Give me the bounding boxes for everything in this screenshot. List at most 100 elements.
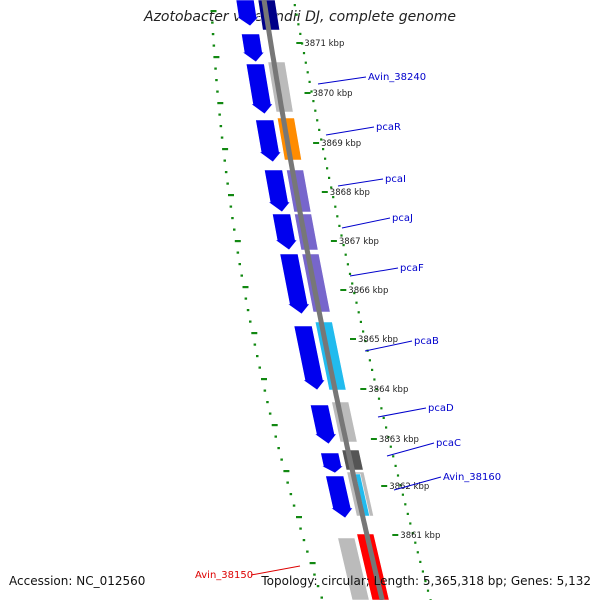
outer-tick-mark <box>256 355 259 358</box>
gene-leader-line <box>325 126 375 136</box>
inner-tick-mark <box>409 522 412 525</box>
cds-arrow <box>272 213 298 251</box>
outer-tick-mark <box>271 424 278 427</box>
inner-tick-mark <box>310 90 313 93</box>
outer-tick-mark <box>211 33 215 36</box>
inner-tick-mark <box>414 541 417 544</box>
inner-tick-mark <box>353 292 356 295</box>
gene-labels: Avin_38240 pcaR pcaI pcaJ pcaF pcaB pcaD pcaC Av… <box>195 72 501 581</box>
gene-label: Avin_38150 <box>195 570 253 581</box>
outer-tick-mark <box>292 504 296 507</box>
outer-tick-mark <box>296 516 302 519</box>
outer-tick-mark <box>238 263 241 266</box>
gene-leader-line <box>393 476 442 491</box>
inner-tick-ring <box>293 4 432 600</box>
inner-tick-mark <box>382 416 385 419</box>
outer-tick-mark <box>234 240 241 243</box>
outer-tick-mark <box>219 125 223 128</box>
backbone-ring <box>261 0 385 600</box>
gene-label: pcaD <box>428 403 454 414</box>
inner-tick-mark <box>377 397 381 400</box>
gene-leader-line <box>341 217 391 229</box>
genome-summary-text: Topology: circular; Length: 5,365,318 bp… <box>261 574 591 588</box>
cds-arrow <box>279 253 311 315</box>
genome-title: Azotobacter vinelandii DJ, complete geno… <box>144 9 456 25</box>
outer-tick-mark <box>274 435 277 438</box>
outer-tick-mark <box>224 171 228 174</box>
inner-tick-mark <box>396 474 400 477</box>
outer-tick-mark <box>223 159 226 162</box>
inner-tick-mark <box>355 301 358 304</box>
inner-tick-mark <box>330 186 333 189</box>
inner-tick-mark <box>299 32 302 35</box>
inner-tick-mark <box>324 157 327 160</box>
inner-tick-mark <box>385 426 388 429</box>
inner-tick-mark <box>364 340 367 343</box>
inner-tick-mark <box>312 100 315 103</box>
accession-text: Accession: NC_012560 <box>9 574 146 588</box>
outer-tick-mark <box>280 458 283 461</box>
gene-leader-line <box>386 442 435 457</box>
outer-tick-mark <box>320 596 323 599</box>
outer-tick-mark <box>236 251 240 254</box>
scale-label: 3861 kbp <box>400 531 440 541</box>
cds-arrow <box>255 119 282 163</box>
gene-leader-line <box>364 340 413 352</box>
outer-tick-mark <box>309 562 316 565</box>
gene-label: Avin_38160 <box>443 472 501 483</box>
inner-tick-mark <box>359 320 362 323</box>
outer-tick-mark <box>258 366 261 369</box>
inner-tick-mark <box>340 234 343 237</box>
outer-tick-mark <box>218 113 221 116</box>
outer-tick-mark <box>212 44 216 47</box>
gene-label: Avin_38240 <box>368 72 426 83</box>
outer-tick-mark <box>246 309 250 312</box>
inner-tick-mark <box>306 71 309 74</box>
inner-tick-mark <box>346 263 349 266</box>
inner-tick-mark <box>389 445 392 448</box>
inner-tick-mark <box>421 570 424 573</box>
inner-tick-mark <box>316 119 319 122</box>
cds-arrow <box>293 325 326 391</box>
inner-tick-mark <box>334 205 337 208</box>
outer-tick-mark <box>214 67 217 70</box>
cds-arrow <box>264 169 291 213</box>
inner-tick-mark <box>373 378 376 381</box>
inner-tick-mark <box>302 52 306 55</box>
outer-tick-mark <box>289 493 293 496</box>
inner-tick-mark <box>304 61 307 64</box>
outer-tick-mark <box>217 102 224 105</box>
gene-block <box>337 537 370 600</box>
outer-tick-mark <box>302 539 306 542</box>
inner-tick-mark <box>371 368 374 371</box>
inner-tick-mark <box>401 493 404 496</box>
outer-tick-mark <box>226 182 229 185</box>
outer-tick-mark <box>233 228 236 231</box>
scale-label: 3862 kbp <box>389 482 429 492</box>
inner-tick-mark <box>357 311 360 314</box>
gene-label: pcaF <box>400 263 424 274</box>
scale-label: 3865 kbp <box>358 335 398 345</box>
outer-tick-mark <box>299 527 302 530</box>
inner-tick-mark <box>293 4 296 7</box>
inner-tick-mark <box>332 196 335 199</box>
gene-label: pcaI <box>385 174 406 185</box>
outer-tick-mark <box>251 332 258 335</box>
inner-tick-mark <box>392 455 395 458</box>
gene-leader-line <box>317 76 367 85</box>
inner-tick-mark <box>411 532 414 535</box>
inner-tick-mark <box>344 253 347 256</box>
inner-tick-mark <box>314 109 317 112</box>
scale-label: 3869 kbp <box>321 139 361 149</box>
outer-tick-mark <box>283 470 290 473</box>
outer-tick-mark <box>266 401 269 404</box>
inner-tick-mark <box>416 551 419 554</box>
gene-label: pcaJ <box>392 213 413 224</box>
outer-tick-mark <box>240 274 243 277</box>
cds-arrow <box>309 404 338 445</box>
inner-tick-mark <box>297 23 300 26</box>
inner-tick-mark <box>368 359 371 362</box>
outer-tick-ring <box>210 10 323 599</box>
gene-leader-line <box>377 407 427 418</box>
